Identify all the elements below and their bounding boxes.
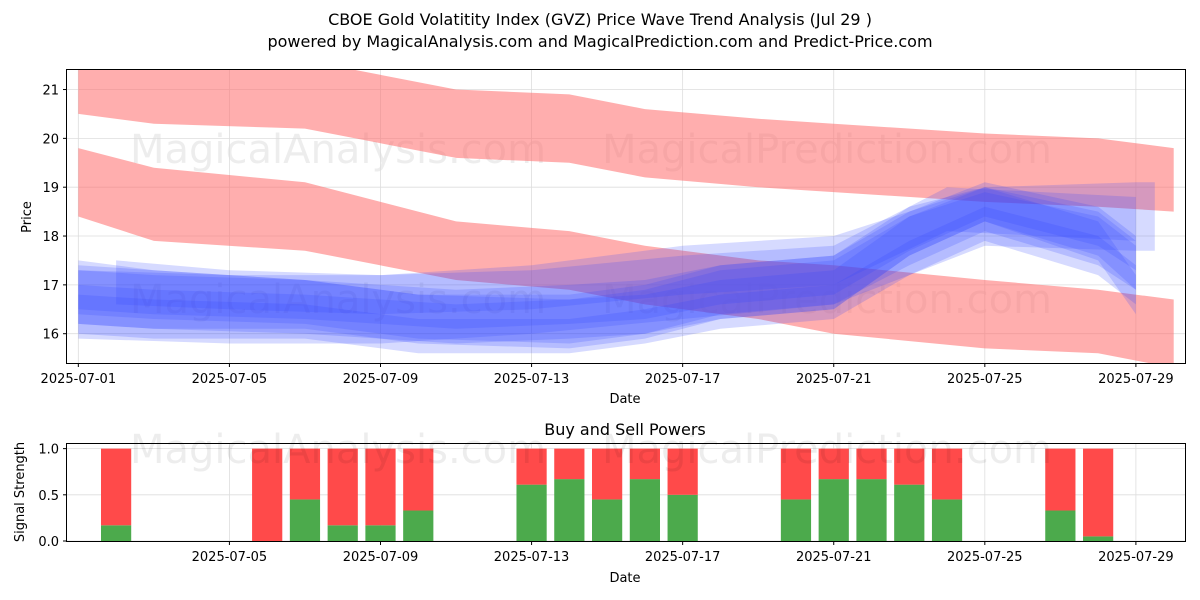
chart-title-line1: CBOE Gold Volatitity Index (GVZ) Price W… [328, 10, 872, 29]
bottom-y-tick-label: 1.0 [38, 443, 59, 458]
top-x-tick-label: 2025-07-17 [645, 372, 721, 387]
watermark-analysis-3: MagicalAnalysis.com [130, 427, 546, 473]
sell-power-bar [667, 448, 698, 495]
bottom-x-tick-label: 2025-07-17 [645, 550, 721, 565]
buy-power-bar [894, 484, 925, 541]
sell-power-bar [554, 448, 585, 480]
top-x-tick-label: 2025-07-29 [1098, 372, 1174, 387]
band-wave-band-4 [78, 182, 1136, 329]
sell-power-bar [629, 448, 660, 480]
buy-power-bar [1083, 536, 1114, 541]
bottom-axes-frame [66, 443, 1186, 542]
top-x-tick-label: 2025-07-25 [947, 372, 1023, 387]
buy-power-bar [100, 525, 132, 541]
top-y-tick-label: 19 [42, 181, 59, 196]
buy-power-bar [365, 525, 396, 541]
buy-power-bar [592, 499, 623, 541]
top-x-tick-label: 2025-07-05 [192, 372, 268, 387]
buy-power-bar [403, 510, 434, 541]
bottom-ticks: 2025-07-05 2025-07-09 2025-07-13 2025-07-17… [38, 443, 1173, 565]
buy-power-bar [667, 494, 698, 541]
top-x-tick-label: 2025-07-21 [796, 372, 872, 387]
bottom-y-tick-label: 0.5 [38, 489, 59, 504]
buy-power-bar [818, 479, 849, 541]
bottom-x-tick-label: 2025-07-29 [1098, 550, 1174, 565]
sell-power-bar [327, 448, 358, 526]
bottom-chart-title: Buy and Sell Powers [544, 420, 706, 439]
sell-power-bar [1083, 448, 1114, 537]
buy-power-bar [1045, 510, 1076, 541]
sell-power-bar [403, 448, 434, 511]
band-wave-band-1 [78, 187, 1136, 344]
top-y-tick-label: 20 [42, 132, 59, 147]
sell-power-bar [856, 448, 887, 480]
sell-power-bar [365, 448, 396, 526]
bottom-x-tick-label: 2025-07-09 [343, 550, 419, 565]
bottom-ylabel: Signal Strength [13, 442, 28, 542]
bottom-x-tick-label: 2025-07-25 [947, 550, 1023, 565]
sell-power-bar [289, 448, 321, 500]
top-y-tick-label: 17 [42, 279, 59, 294]
buy-power-bar [516, 484, 547, 541]
buy-power-bar [931, 499, 963, 541]
watermark-prediction-3: MagicalPrediction.com [602, 427, 1052, 473]
band-lower-red-band [78, 148, 1174, 363]
band-wave-channel-2 [116, 187, 1136, 315]
buy-power-bar [780, 499, 812, 541]
band-upper-red-band [78, 70, 1174, 212]
bottom-bars [100, 448, 1114, 541]
top-bands [78, 70, 1174, 363]
bottom-x-tick-label: 2025-07-21 [796, 550, 872, 565]
top-ylabel: Price [20, 201, 35, 233]
bottom-xlabel: Date [609, 571, 640, 586]
top-x-tick-label: 2025-07-09 [343, 372, 419, 387]
sell-power-bar [931, 448, 963, 500]
bottom-x-tick-label: 2025-07-05 [192, 550, 268, 565]
band-wave-band-3 [78, 206, 1136, 354]
top-axes-frame [66, 69, 1186, 364]
top-x-tick-label: 2025-07-01 [41, 372, 117, 387]
buy-power-bar [554, 479, 585, 541]
sell-power-bar [592, 448, 623, 500]
chart-title-line2: powered by MagicalAnalysis.com and Magic… [267, 32, 932, 51]
sell-power-bar [1045, 448, 1076, 511]
top-y-tick-label: 16 [42, 328, 59, 343]
top-xlabel: Date [609, 392, 640, 407]
buy-power-bar [327, 525, 358, 541]
sell-power-bar [818, 448, 849, 480]
sell-power-bar [252, 448, 283, 541]
sell-power-bar [894, 448, 925, 485]
buy-power-bar [289, 499, 321, 541]
top-x-tick-label: 2025-07-13 [494, 372, 570, 387]
bottom-y-tick-label: 0.0 [38, 535, 59, 550]
sell-power-bar [100, 448, 132, 526]
sell-power-bar [516, 448, 547, 485]
top-ticks: 2025-07-01 2025-07-05 2025-07-09 2025-07-13… [41, 84, 1174, 387]
buy-power-bar [629, 479, 660, 541]
band-wave-band-2 [78, 192, 1136, 344]
top-y-tick-label: 21 [42, 84, 59, 99]
sell-power-bar [780, 448, 812, 500]
top-y-tick-label: 18 [42, 230, 59, 245]
band-wave-channel [78, 182, 1155, 344]
buy-power-bar [856, 479, 887, 541]
band-wave-band-5 [78, 187, 1136, 349]
bottom-x-tick-label: 2025-07-13 [494, 550, 570, 565]
